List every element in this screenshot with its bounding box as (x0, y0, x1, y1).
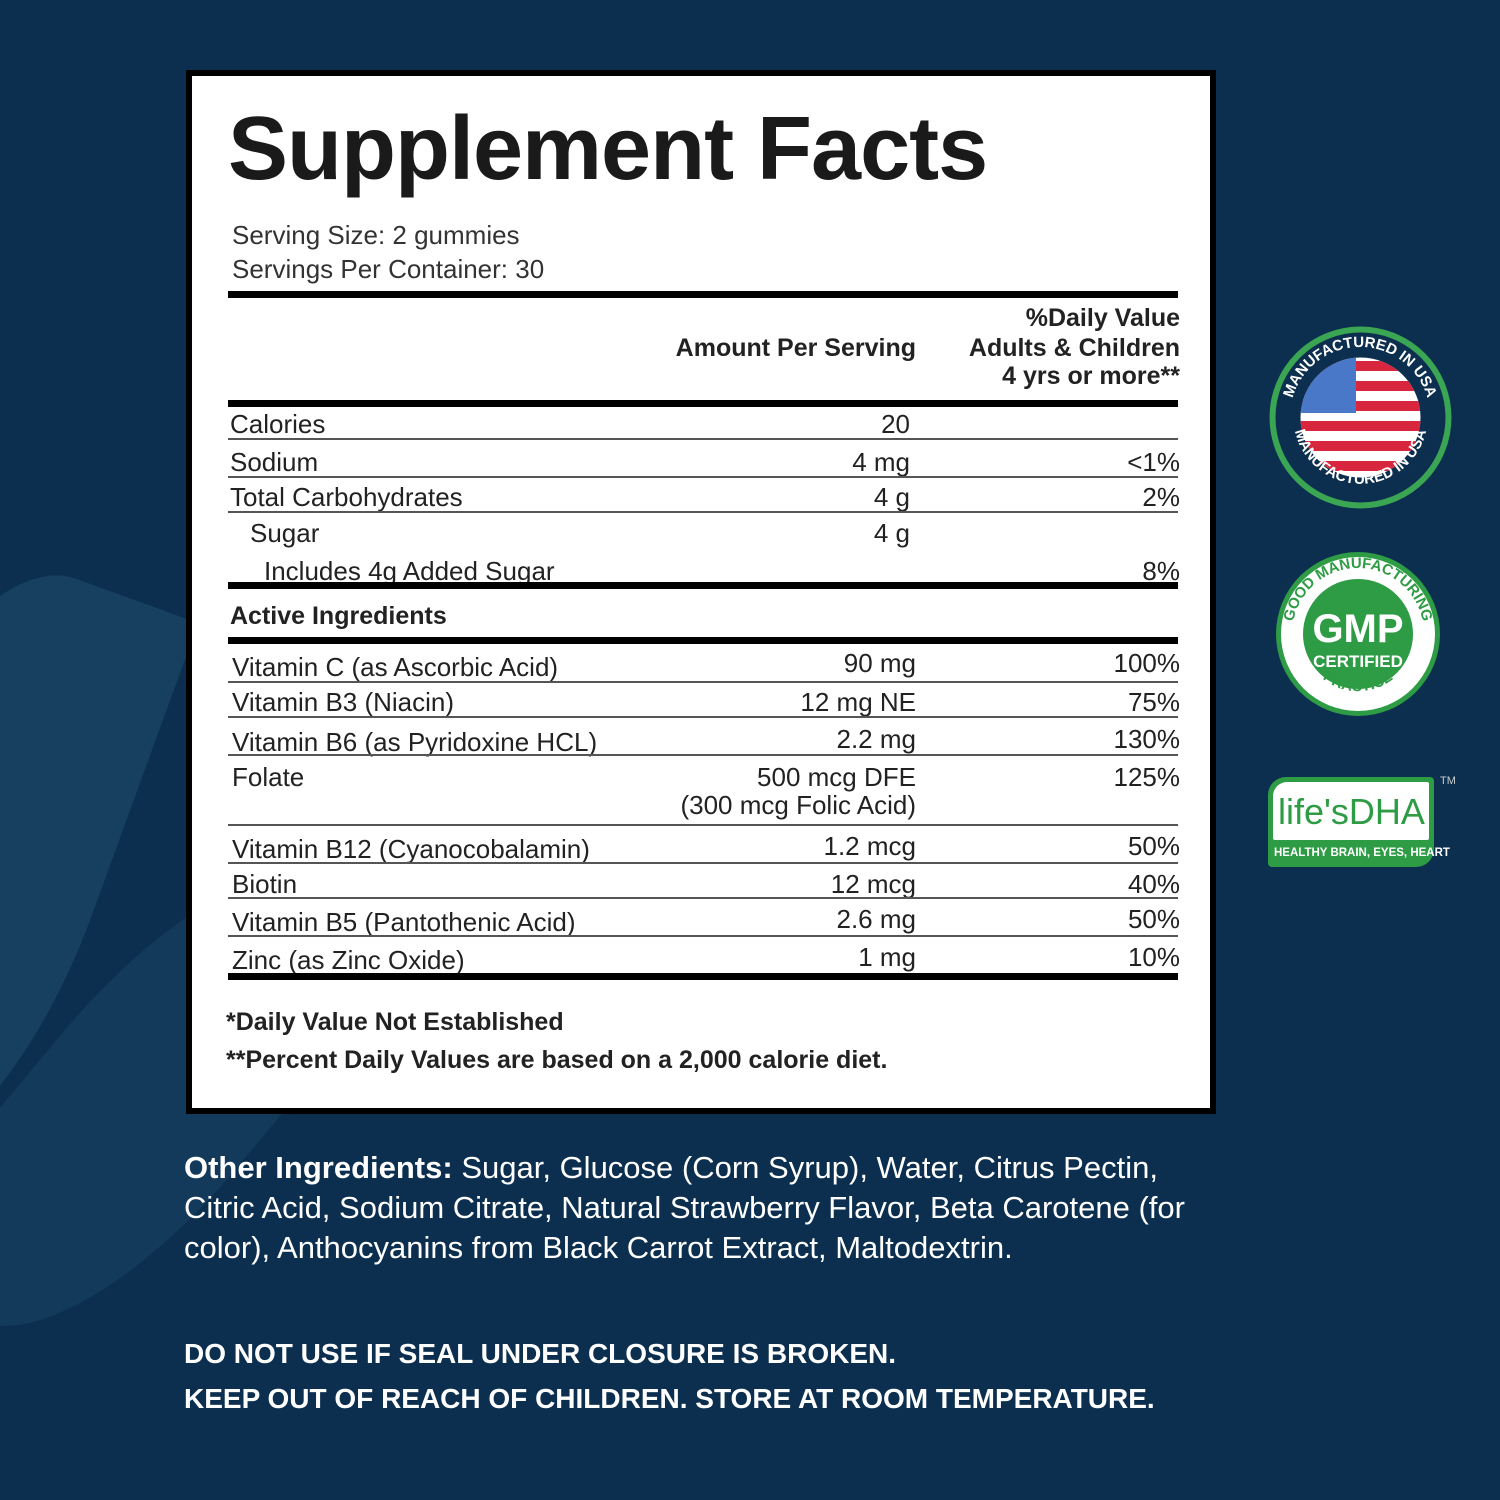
active-ingredients-heading: Active Ingredients (230, 602, 447, 630)
divider (228, 476, 1178, 478)
nutrient-amount: 4 g (873, 518, 910, 548)
nutrient-amount: 20 (881, 409, 910, 439)
servings-per-container: Servings Per Container: 30 (232, 254, 545, 284)
divider (228, 754, 1178, 756)
dha-tagline: HEALTHY BRAIN, EYES, HEART (1274, 847, 1450, 859)
divider (228, 862, 1178, 864)
footnote: *Daily Value Not Established (226, 1008, 564, 1036)
page-title: Supplement Facts (228, 99, 988, 199)
divider (228, 897, 1178, 899)
ingredient-name: Biotin (232, 869, 298, 899)
ingredient-amount: 2.6 mg (836, 904, 917, 934)
dv-header-line2: Adults & Children (968, 334, 1180, 362)
warning-text: KEEP OUT OF REACH OF CHILDREN. STORE AT … (184, 1383, 1155, 1414)
ingredient-amount: 500 mcg DFE (757, 762, 916, 792)
ingredient-name: Vitamin B6 (as Pyridoxine HCL) (232, 727, 598, 757)
other-ingredients: Other Ingredients: Sugar, Glucose (Corn … (184, 1148, 1224, 1268)
nutrient-name: Calories (230, 409, 326, 439)
serving-size: Serving Size: 2 gummies (232, 220, 520, 250)
nutrient-daily-value: <1% (1127, 447, 1180, 477)
nutrient-name: Sugar (250, 518, 320, 548)
lifes-dha-badge: life'sDHA HEALTHY BRAIN, EYES, HEART TM (1268, 775, 1456, 871)
nutrient-daily-value: 8% (1142, 556, 1180, 586)
divider (228, 935, 1178, 937)
nutrient-amount: 4 mg (852, 447, 910, 477)
divider (228, 681, 1178, 683)
divider (228, 637, 1178, 644)
divider (228, 438, 1178, 440)
dv-header-line1: %Daily Value (1025, 304, 1180, 332)
ingredient-daily-value: 100% (1113, 648, 1181, 678)
trademark: TM (1440, 775, 1456, 787)
nutrient-name: Includes 4g Added Sugar (264, 556, 555, 586)
svg-text:GMP: GMP (1312, 607, 1403, 651)
nutrient-amount: 4 g (873, 482, 910, 512)
ingredient-daily-value: 50% (1127, 831, 1180, 861)
ingredient-name: Vitamin B12 (Cyanocobalamin) (232, 834, 590, 864)
ingredient-amount: 1 mg (858, 942, 916, 972)
supplement-facts-panel: Supplement Facts Serving Size: 2 gummies… (186, 70, 1216, 1114)
ingredient-daily-value: 130% (1113, 724, 1181, 754)
dha-logo-text: life'sDHA (1278, 791, 1425, 832)
divider (228, 582, 1178, 589)
dv-header-line3: 4 yrs or more** (1002, 362, 1180, 390)
ingredient-daily-value: 75% (1127, 687, 1180, 717)
ingredient-amount: 12 mcg (830, 869, 916, 899)
other-ingredients-label: Other Ingredients: (184, 1150, 453, 1185)
nutrient-name: Total Carbohydrates (230, 482, 463, 512)
ingredient-name: Vitamin B5 (Pantothenic Acid) (232, 907, 576, 937)
divider (228, 511, 1178, 513)
divider (228, 716, 1178, 718)
ingredient-daily-value: 10% (1127, 942, 1180, 972)
divider (228, 973, 1178, 980)
divider (228, 824, 1178, 826)
ingredient-daily-value: 40% (1127, 869, 1180, 899)
other-ingredients-text: Sugar, Glucose (Corn Syrup), Water, Citr… (184, 1150, 1185, 1265)
divider (228, 400, 1178, 407)
divider (228, 291, 1178, 298)
ingredient-amount-detail: (300 mcg Folic Acid) (680, 790, 916, 820)
ingredient-name: Vitamin B3 (Niacin) (232, 687, 455, 717)
ingredient-name: Vitamin C (as Ascorbic Acid) (232, 652, 559, 682)
ingredient-daily-value: 50% (1127, 904, 1180, 934)
nutrient-daily-value: 2% (1142, 482, 1180, 512)
nutrient-name: Sodium (230, 447, 319, 477)
svg-text:CERTIFIED: CERTIFIED (1313, 652, 1403, 671)
ingredient-amount: 12 mg NE (800, 687, 916, 717)
ingredient-name: Zinc (as Zinc Oxide) (232, 945, 465, 975)
ingredient-daily-value: 125% (1113, 762, 1181, 792)
ingredient-name: Folate (232, 762, 305, 792)
amount-header: Amount Per Serving (675, 334, 916, 362)
ingredient-amount: 90 mg (843, 648, 916, 678)
gmp-certified-badge: GOOD MANUFACTURING PRACTICE GMP CERTIFIE… (1276, 552, 1440, 716)
footnote: **Percent Daily Values are based on a 2,… (226, 1046, 888, 1074)
made-in-usa-badge: MANUFACTURED IN USA MANUFACTURED IN USA (1269, 326, 1452, 509)
warning-text: DO NOT USE IF SEAL UNDER CLOSURE IS BROK… (184, 1338, 896, 1369)
ingredient-amount: 1.2 mcg (823, 831, 917, 861)
ingredient-amount: 2.2 mg (836, 724, 917, 754)
